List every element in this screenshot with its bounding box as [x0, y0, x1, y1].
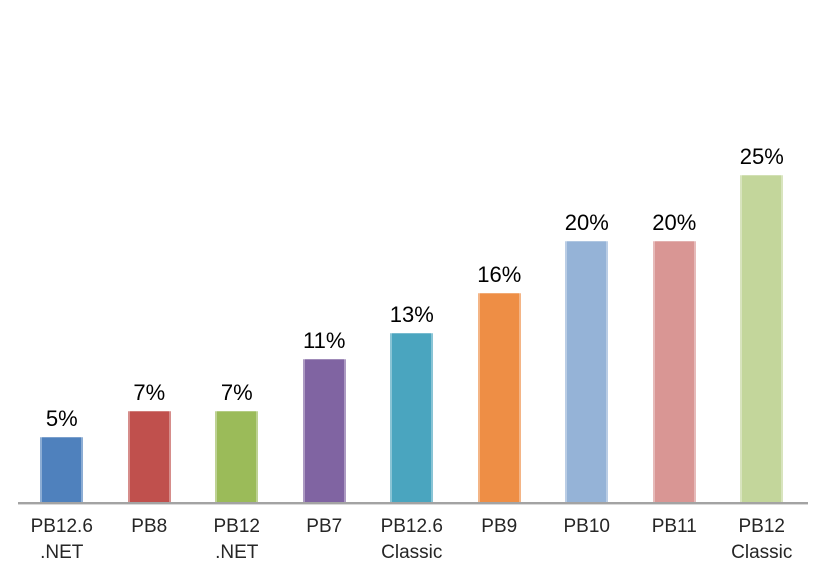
bar-pb11 [652, 241, 696, 503]
data-label-pb12-classic: 25% [739, 144, 784, 169]
data-label-pb9: 16% [477, 262, 522, 287]
category-label-pb12-net: PB12 .NET [213, 516, 260, 563]
bar-pb12-6-classic [390, 333, 434, 503]
data-label-pb10: 20% [564, 210, 609, 235]
bar-pb7 [302, 359, 346, 503]
category-label-pb12-6-classic: PB12.6 Classic [380, 516, 443, 563]
category-label-pb9: PB9 [481, 516, 518, 537]
category-label-pb12-classic: PB12 Classic [731, 516, 793, 563]
bar-pb12-classic [740, 175, 784, 503]
data-label-pb11: 20% [652, 210, 697, 235]
data-label-pb12-net: 7% [220, 380, 253, 405]
bar-pb9 [477, 293, 521, 503]
bar-pb8 [127, 411, 171, 503]
data-label-pb12-6-net: 5% [45, 406, 78, 431]
category-label-pb11: PB11 [651, 516, 697, 537]
data-label-pb7: 11% [303, 328, 346, 353]
bar-pb10 [565, 241, 609, 503]
x-axis-line [18, 502, 808, 505]
category-label-pb8: PB8 [131, 516, 168, 537]
category-label-pb12-6-net: PB12.6 .NET [30, 516, 93, 563]
category-label-pb7: PB7 [306, 516, 343, 537]
category-label-pb10: PB10 [563, 516, 610, 537]
bar-pb12-net [215, 411, 259, 503]
bar-pb12-6-net [40, 437, 84, 503]
data-label-pb12-6-classic: 13% [389, 302, 434, 327]
data-label-pb8: 7% [133, 380, 166, 405]
